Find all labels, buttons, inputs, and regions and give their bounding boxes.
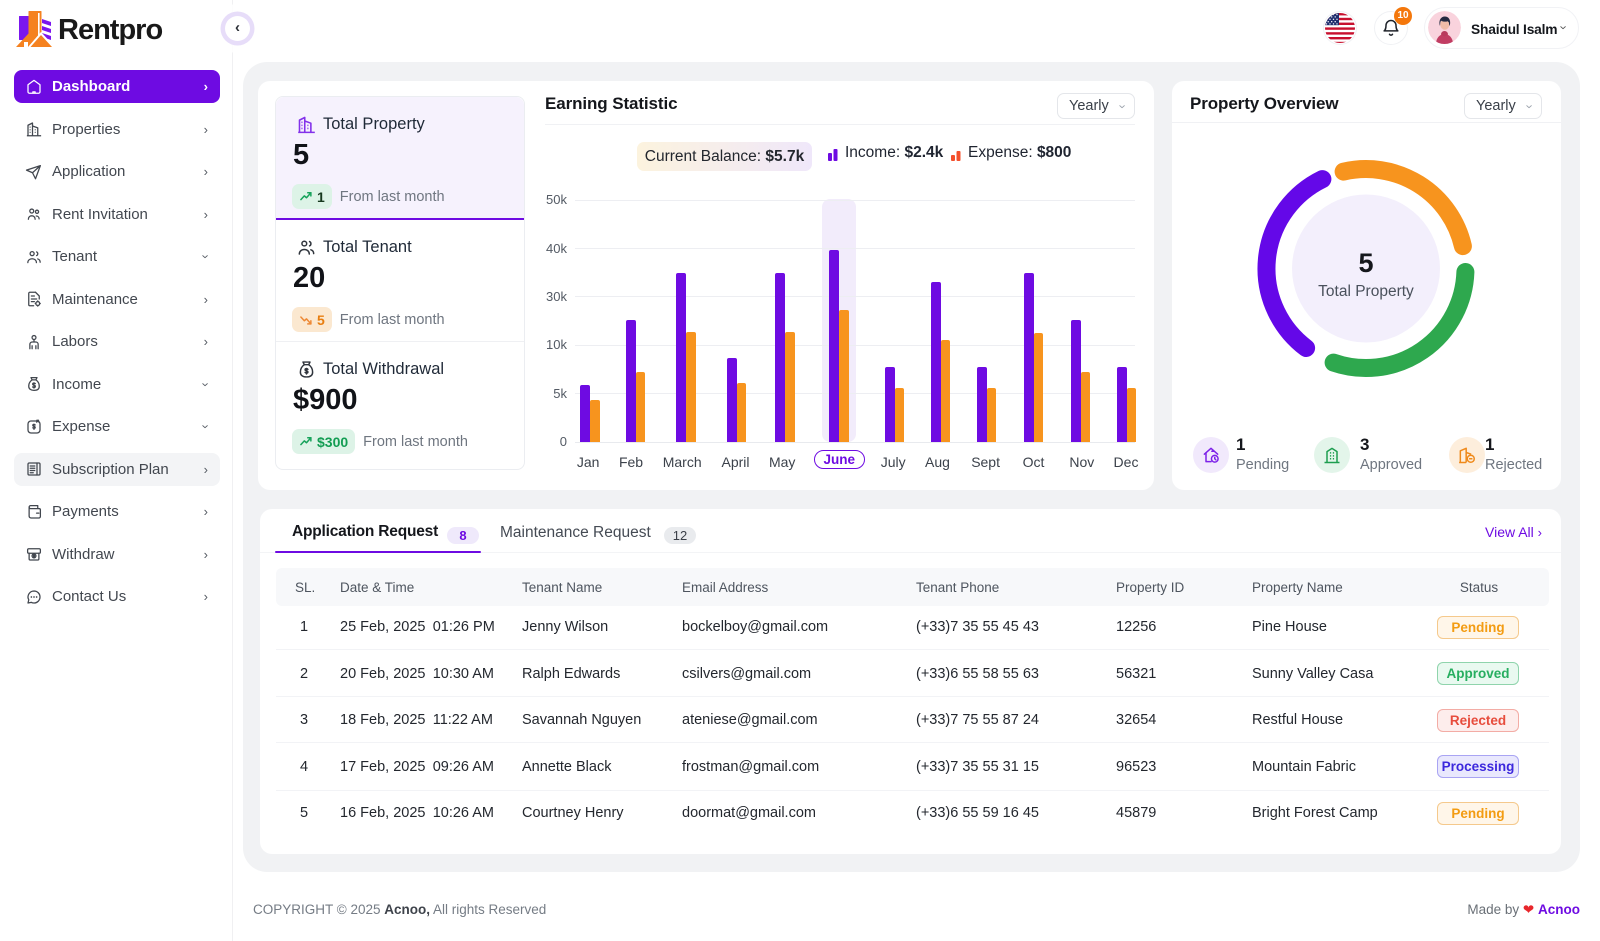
- svg-text:Total Property: Total Property: [1318, 283, 1414, 300]
- svg-text:5: 5: [1358, 248, 1373, 278]
